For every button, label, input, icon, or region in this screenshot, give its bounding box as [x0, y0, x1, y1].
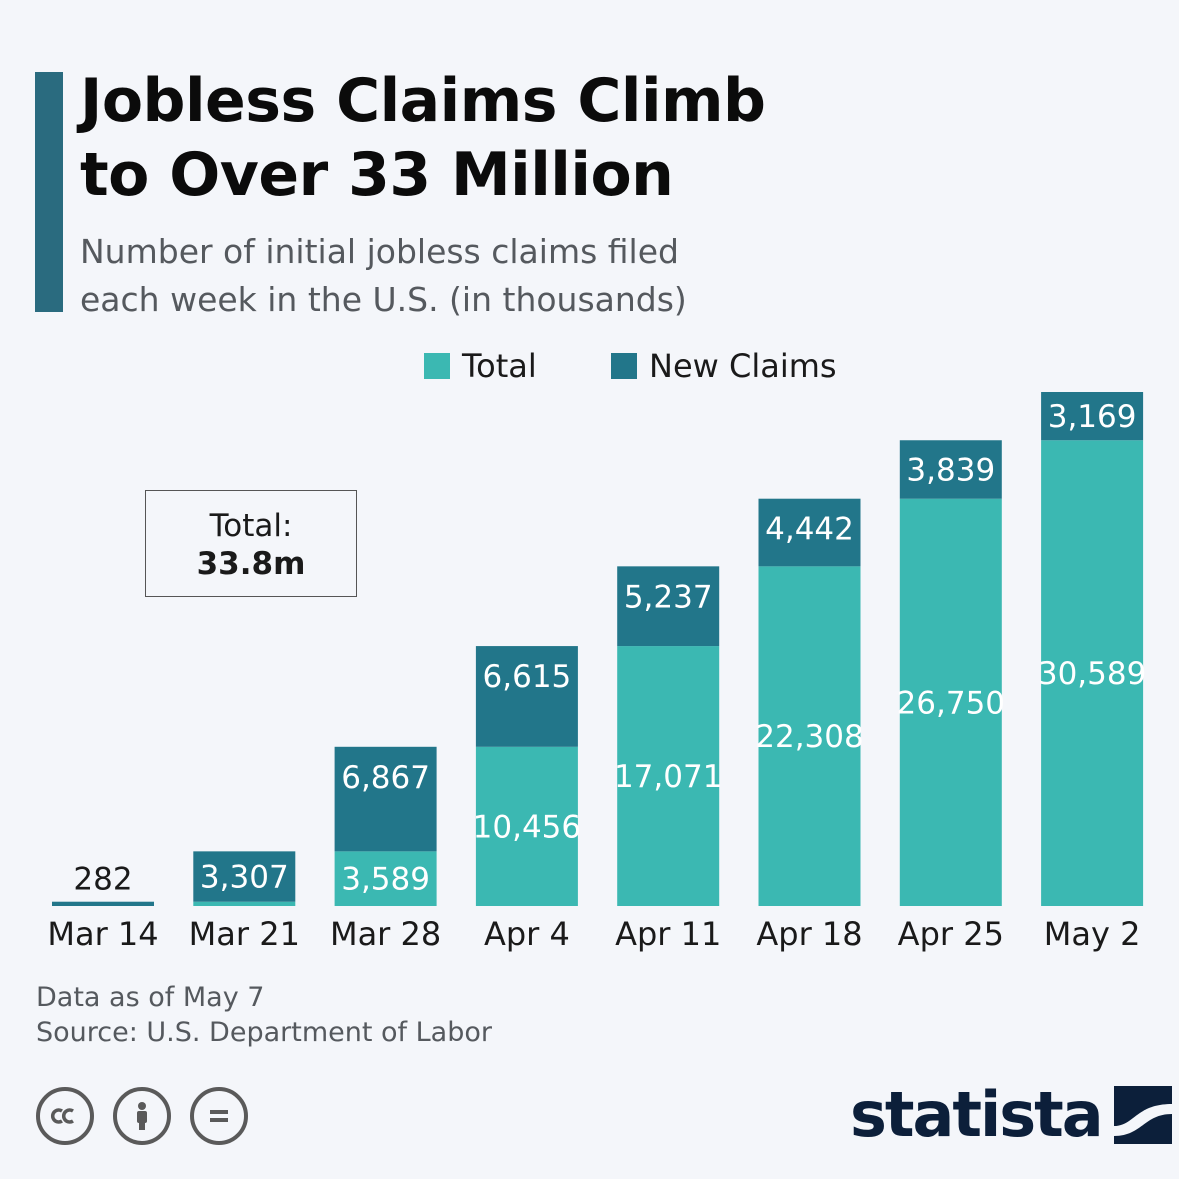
bar-total-mar-21	[193, 901, 296, 906]
x-tick-label-apr-18: Apr 18	[756, 915, 862, 953]
x-tick-label-mar-28: Mar 28	[330, 915, 441, 953]
x-tick-label-may-2: May 2	[1044, 915, 1141, 953]
value-label-new-claims-apr-18: 4,442	[765, 512, 854, 548]
statista-wordmark: statista	[850, 1078, 1104, 1151]
value-label-new-claims-apr-25: 3,839	[906, 452, 995, 488]
value-label-total-apr-4: 10,456	[473, 809, 581, 845]
x-tick-label-mar-21: Mar 21	[189, 915, 300, 953]
legend-swatch-new-claims	[611, 353, 637, 379]
license-icons	[36, 1087, 267, 1145]
bar-total-mar-28	[334, 851, 437, 906]
total-annotation-value: 33.8m	[196, 546, 306, 582]
value-label-new-claims-apr-4: 6,615	[483, 659, 572, 695]
chart-subtitle-line-1: Number of initial jobless claims filed	[80, 232, 679, 271]
total-annotation-label: Total:	[209, 508, 293, 544]
bar-new-claims-may-2	[1041, 392, 1144, 441]
total-annotation-box: Total: 33.8m	[145, 490, 357, 597]
bar-new-claims-apr-4	[475, 646, 578, 747]
value-label-total-apr-18: 22,308	[755, 719, 863, 755]
chart-footer: Data as of May 7 Source: U.S. Department…	[36, 980, 492, 1050]
value-label-new-claims-mar-28: 6,867	[341, 760, 430, 796]
bar-new-claims-mar-14	[52, 901, 154, 906]
bar-new-claims-mar-21	[193, 851, 296, 902]
value-label-total-apr-25: 26,750	[897, 685, 1005, 721]
nd-icon[interactable]	[190, 1087, 248, 1145]
bar-new-claims-apr-18	[758, 498, 861, 567]
x-tick-label-apr-25: Apr 25	[898, 915, 1004, 953]
by-icon[interactable]	[113, 1087, 171, 1145]
legend-item-total: Total	[424, 344, 537, 388]
value-label-new-claims-mar-21: 3,307	[200, 860, 289, 896]
legend-label-total: Total	[462, 347, 537, 385]
value-label-total-mar-28: 3,589	[341, 862, 430, 898]
x-tick-label-mar-14: Mar 14	[47, 915, 158, 953]
bar-total-apr-25	[899, 498, 1002, 906]
legend-label-new-claims: New Claims	[649, 347, 837, 385]
source-note: Source: U.S. Department of Labor	[36, 1017, 492, 1048]
statista-mark-icon	[1113, 1085, 1172, 1144]
value-label-total-apr-11: 17,071	[614, 759, 722, 795]
value-label-new-claims-mar-14: 282	[73, 862, 132, 898]
bar-new-claims-apr-11	[617, 566, 720, 647]
title-accent-bar	[35, 72, 63, 312]
value-label-new-claims-may-2: 3,169	[1048, 399, 1137, 435]
bar-new-claims-apr-25	[899, 440, 1002, 499]
cc-icon[interactable]	[36, 1087, 94, 1145]
chart-title-line-2: to Over 33 Million	[80, 140, 674, 210]
bar-total-may-2	[1041, 440, 1144, 906]
chart-title: Jobless Claims Climb to Over 33 Million	[80, 64, 1140, 212]
value-label-new-claims-apr-11: 5,237	[624, 579, 713, 615]
chart-title-line-1: Jobless Claims Climb	[80, 66, 766, 136]
bar-total-apr-11	[617, 646, 720, 906]
chart-subtitle-line-2: each week in the U.S. (in thousands)	[80, 280, 687, 319]
bar-total-apr-4	[475, 746, 578, 906]
bar-new-claims-mar-28	[334, 746, 437, 852]
data-date-note: Data as of May 7	[36, 982, 265, 1013]
bar-total-apr-18	[758, 566, 861, 906]
chart-subtitle: Number of initial jobless claims filed e…	[80, 228, 1140, 324]
x-tick-label-apr-11: Apr 11	[615, 915, 721, 953]
value-label-total-may-2: 30,589	[1038, 656, 1146, 692]
x-tick-label-apr-4: Apr 4	[484, 915, 570, 953]
chart-legend: Total New Claims	[0, 344, 1179, 388]
legend-swatch-total	[424, 353, 450, 379]
statista-logo[interactable]: statista	[850, 1078, 1172, 1151]
legend-item-new-claims: New Claims	[611, 344, 837, 388]
